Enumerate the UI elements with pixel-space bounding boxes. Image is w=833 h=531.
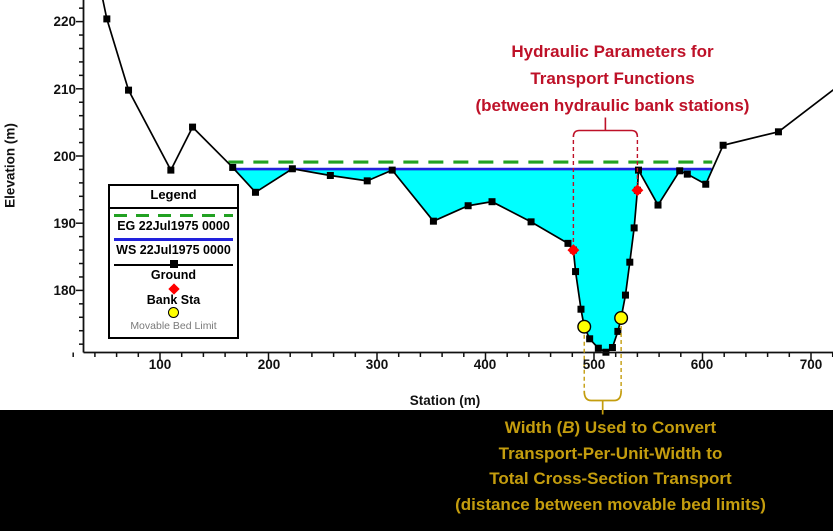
gold-line1-post: ) Used to Convert: [574, 418, 717, 437]
ground-marker: [676, 167, 684, 175]
legend-separator: [110, 207, 237, 209]
water-fill: [232, 168, 713, 353]
ground-marker: [634, 166, 642, 174]
y-tick-200: 200: [53, 149, 76, 164]
ground-marker: [103, 15, 111, 23]
ground-marker: [527, 218, 535, 226]
gold-line1-pre: Width (: [504, 418, 563, 437]
ground-marker: [229, 163, 237, 171]
legend-label-ws: WS 22Jul1975 0000: [116, 243, 231, 257]
y-tick-190: 190: [53, 216, 76, 231]
legend-label-ground: Ground: [150, 268, 197, 282]
ground-marker: [626, 258, 634, 266]
ground-marker: [388, 166, 396, 174]
y-tick-210: 210: [53, 82, 76, 97]
ground-marker: [702, 180, 710, 188]
legend-label-eg: EG 22Jul1975 0000: [117, 219, 230, 233]
ground-marker: [251, 188, 259, 196]
ground-marker: [564, 239, 572, 247]
gold-bracket: [583, 390, 622, 415]
x-axis-title: Station (m): [409, 393, 481, 408]
x-tick-500: 500: [582, 357, 606, 372]
gold-line1-variable-b: B: [562, 418, 575, 437]
gold-annotation: Width (B) Used to Convert Transport-Per-…: [398, 415, 823, 517]
movable-bed-limit-icon: [167, 307, 179, 318]
ground-marker: [614, 327, 622, 335]
ground-marker: [719, 141, 727, 149]
gold-annotation-line1: Width (B) Used to Convert: [398, 415, 823, 441]
ground-marker: [572, 268, 580, 276]
ground-marker: [608, 344, 616, 352]
ground-marker: [288, 165, 296, 173]
red-annotation-line2: Transport Functions: [530, 69, 695, 88]
ground-marker: [774, 128, 782, 136]
red-annotation: Hydraulic Parameters for Transport Funct…: [420, 38, 805, 119]
ground-line: [102, 0, 833, 354]
ground-marker: [654, 201, 662, 209]
bank-sta-marker: [631, 184, 644, 197]
ws-line-sample: [114, 238, 233, 241]
x-tick-600: 600: [690, 357, 714, 372]
legend: Legend EG 22Jul1975 0000 WS 22Jul1975 00…: [108, 184, 239, 339]
gold-annotation-line4: (distance between movable bed limits): [455, 494, 766, 514]
ground-marker: [621, 291, 629, 299]
ground-marker: [326, 171, 334, 179]
ground-marker: [630, 224, 638, 232]
ground-marker: [125, 86, 133, 94]
ground-marker: [577, 305, 585, 313]
ground-marker: [189, 123, 197, 131]
y-tick-220: 220: [53, 14, 76, 29]
ground-marker: [464, 202, 472, 210]
gold-annotation-line2: Transport-Per-Unit-Width to: [498, 443, 723, 463]
y-axis-title: Elevation (m): [2, 123, 18, 208]
legend-title: Legend: [150, 187, 197, 202]
bank-sta-marker: [567, 244, 580, 257]
x-tick-200: 200: [257, 357, 281, 372]
x-tick-300: 300: [365, 357, 389, 372]
ground-marker: [594, 344, 602, 352]
ground-marker: [429, 217, 437, 225]
ground-marker-icon: [169, 260, 178, 268]
movable-bed-marker: [577, 319, 592, 334]
movable-bed-marker: [614, 310, 629, 325]
gold-annotation-line3: Total Cross-Section Transport: [489, 469, 732, 488]
bottom-black-band: [0, 410, 833, 531]
ground-marker: [167, 166, 175, 174]
ground-marker: [586, 335, 594, 343]
ground-marker: [363, 177, 371, 185]
legend-label-movable-bed: Movable Bed Limit: [130, 320, 217, 332]
red-bracket: [572, 117, 639, 138]
x-tick-400: 400: [473, 357, 497, 372]
red-annotation-line3: (between hydraulic bank stations): [475, 96, 750, 115]
red-annotation-line1: Hydraulic Parameters for: [511, 42, 714, 61]
ground-marker: [488, 198, 496, 206]
x-tick-700: 700: [799, 357, 823, 372]
y-tick-180: 180: [53, 283, 76, 298]
x-tick-100: 100: [148, 357, 172, 372]
ground-marker: [683, 170, 691, 178]
legend-label-bank-sta: Bank Sta: [146, 293, 201, 307]
eg-line-sample: [114, 214, 233, 217]
